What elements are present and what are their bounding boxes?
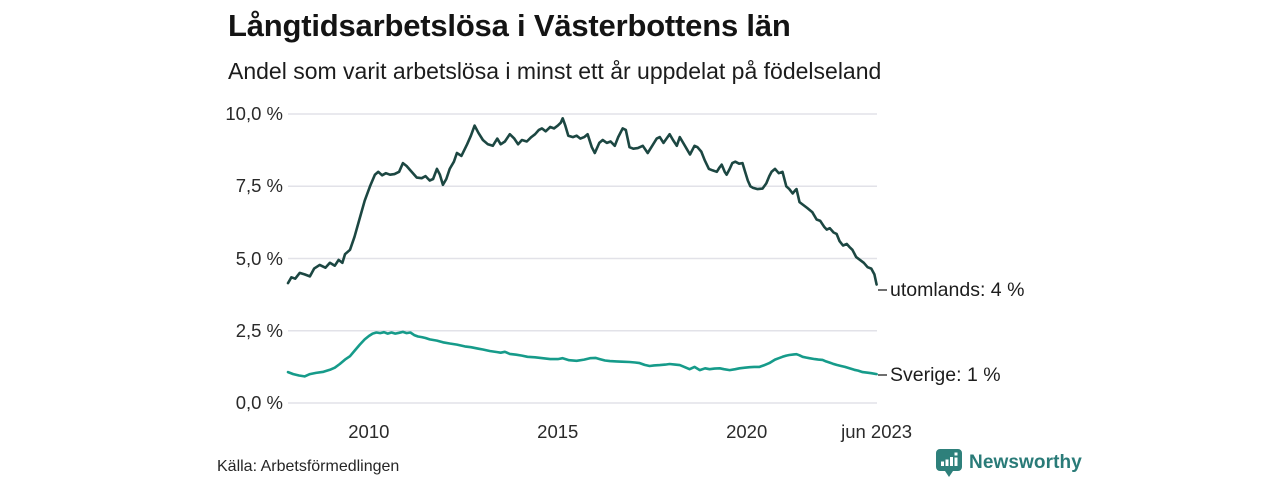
chart-title: Långtidsarbetslösa i Västerbottens län [228,8,791,43]
x-tick-label: 2010 [348,421,390,442]
series-label-sverige-text: Sverige: 1 % [890,363,1001,386]
y-tick-label: 2,5 % [235,319,283,341]
x-tick-label: 2015 [537,421,579,442]
y-tick-label: 5,0 % [235,247,283,269]
series-label-utomlands: utomlands: 4 % [878,279,1024,301]
newsworthy-logo-icon [936,449,962,477]
y-tick-label: 7,5 % [235,175,283,197]
y-tick-label: 0,0 % [235,392,283,413]
chart-subtitle: Andel som varit arbetslösa i minst ett å… [228,58,882,84]
x-tick-label: 2020 [726,421,768,442]
series-label-dash [878,374,887,376]
y-tick-label: 10,0 % [225,103,283,124]
series-label-sverige: Sverige: 1 % [878,364,1001,386]
source-note: Källa: Arbetsförmedlingen [217,458,400,475]
newsworthy-wordmark: Newsworthy [969,452,1082,473]
series-label-utomlands-text: utomlands: 4 % [890,278,1025,301]
series-label-dash [878,289,887,291]
series-line-sverige [286,330,878,378]
series-line-utomlands [286,117,878,286]
x-tick-label: jun 2023 [841,421,913,442]
newsworthy-branding: Newsworthy [936,449,1082,477]
